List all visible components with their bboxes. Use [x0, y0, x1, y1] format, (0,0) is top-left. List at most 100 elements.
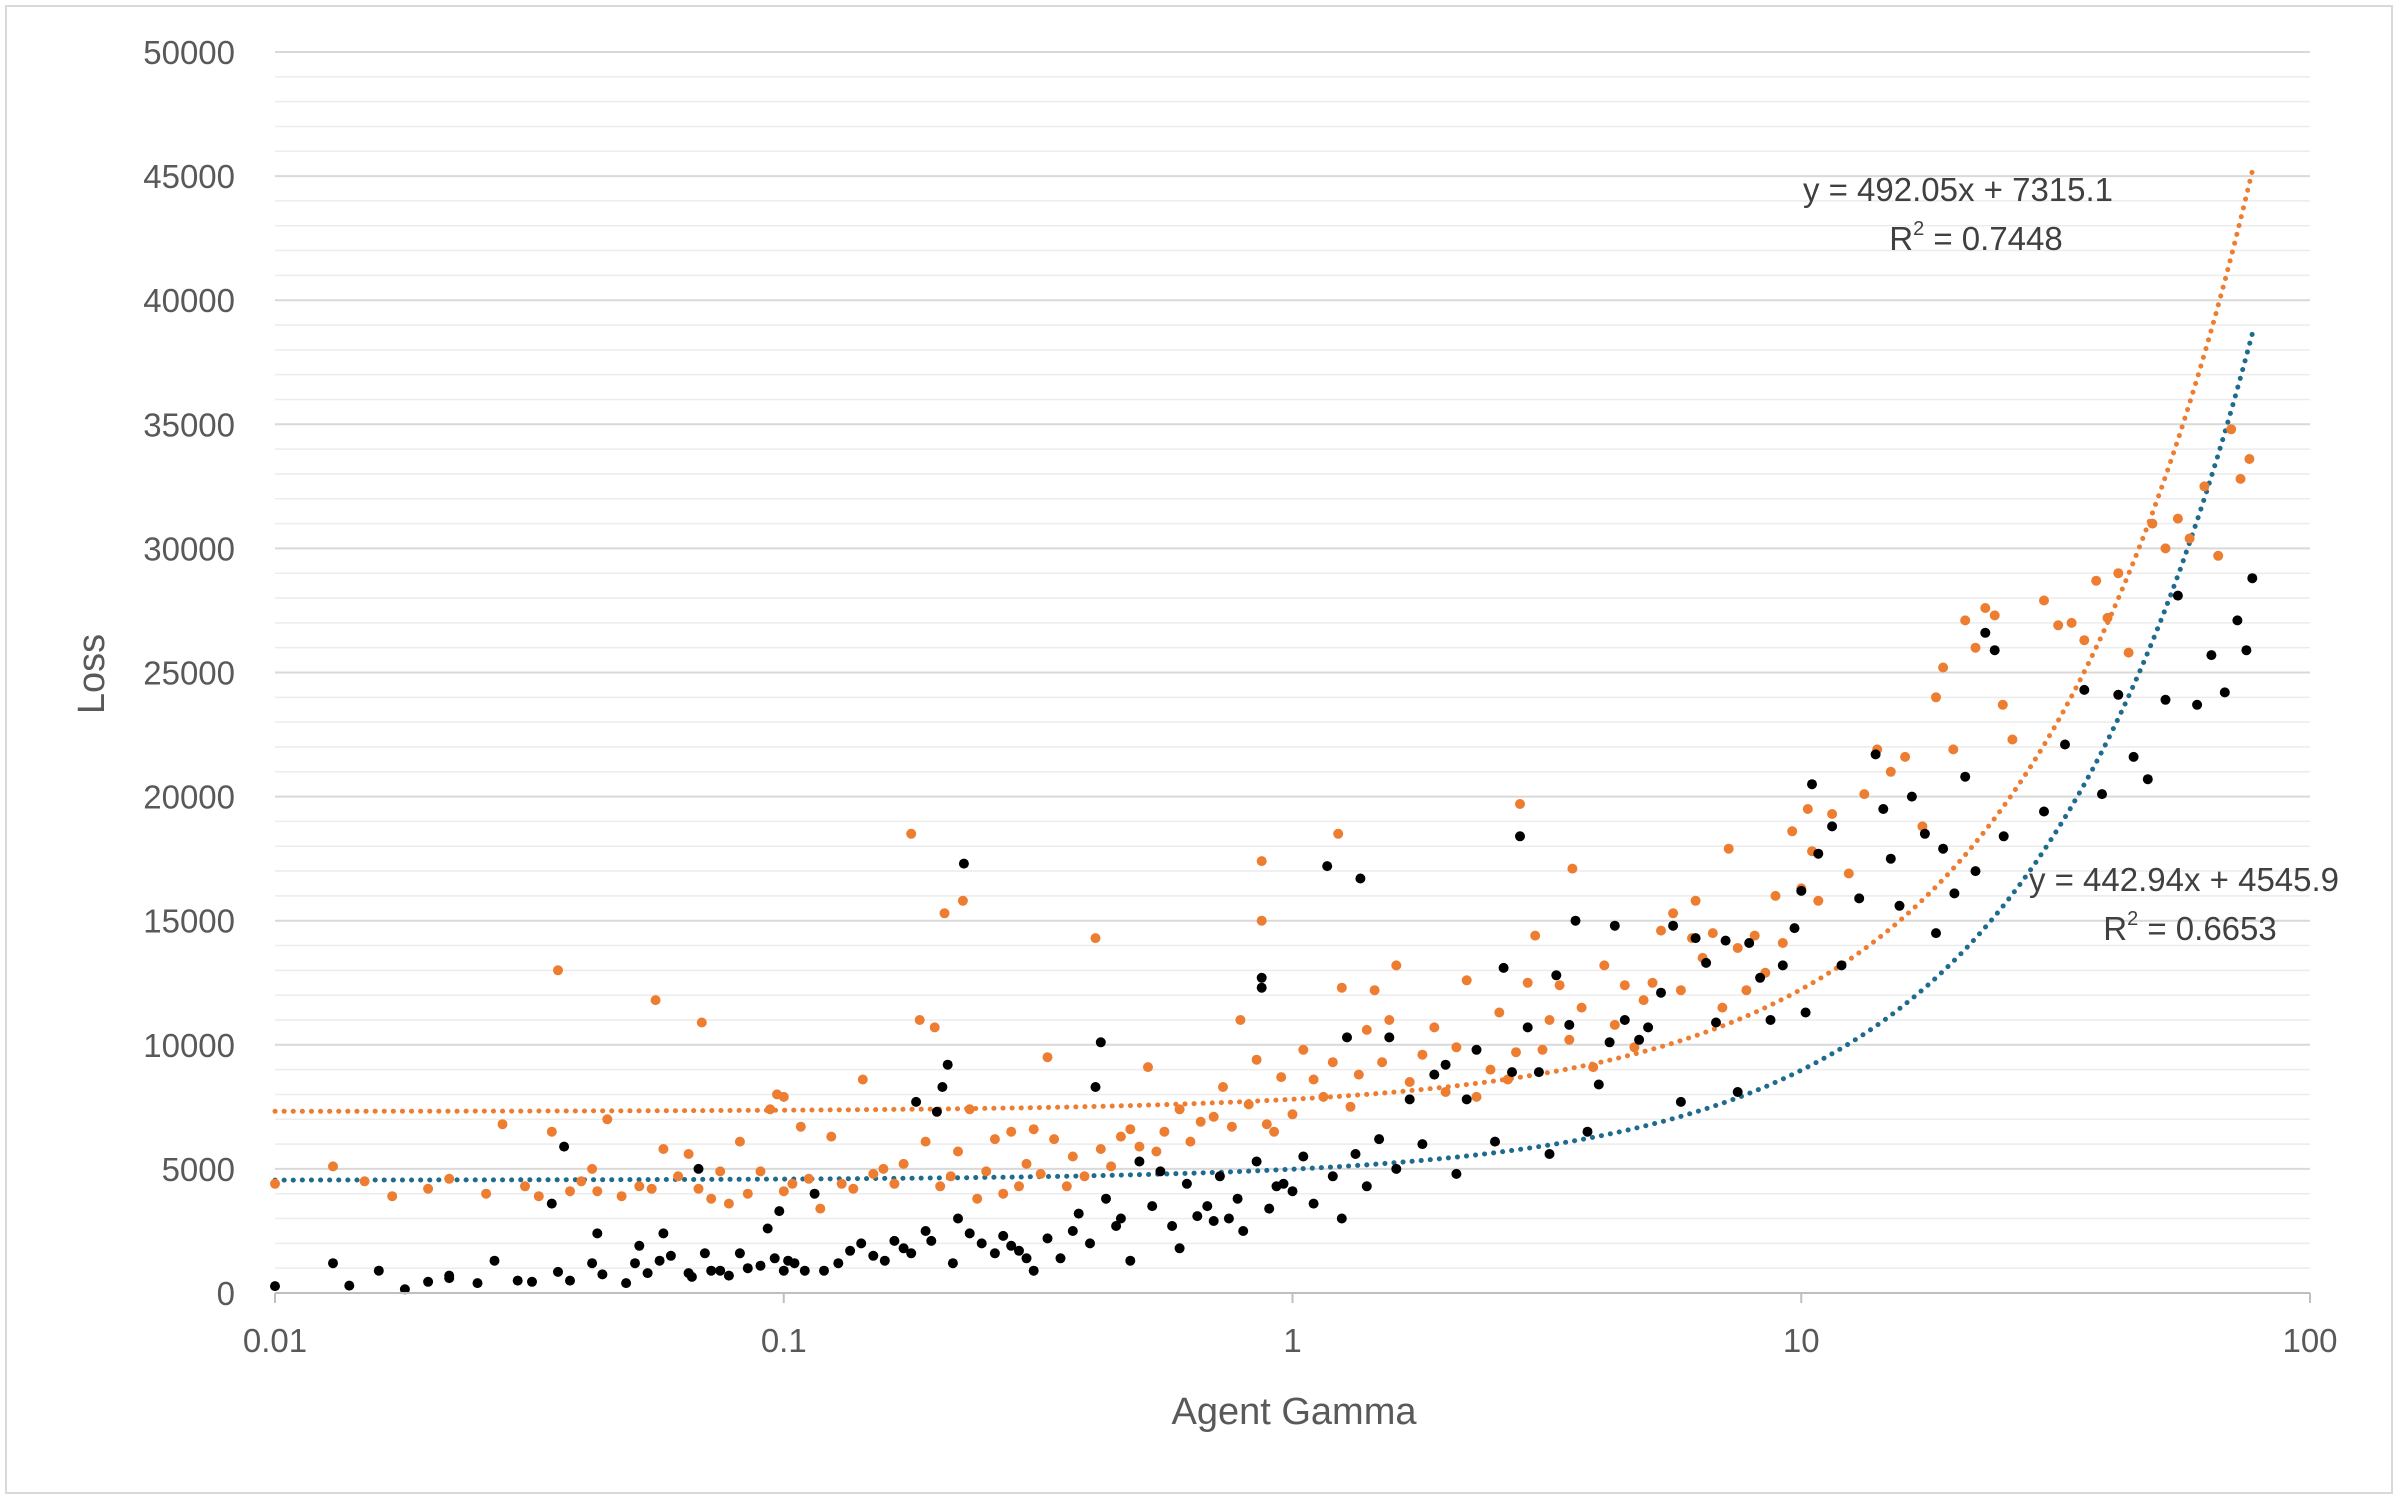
orange-data-point [634, 1181, 645, 1192]
black-data-point [762, 1223, 773, 1234]
orange-data-point [1151, 1146, 1162, 1157]
black-data-point [1919, 828, 1930, 839]
black-data-point [1202, 1201, 1213, 1212]
trendlines [272, 168, 2255, 1183]
black-data-point [1732, 1087, 1743, 1097]
black-data-point [2241, 645, 2252, 656]
black-data-point [1042, 1233, 1053, 1244]
orange-data-point [1931, 692, 1941, 703]
orange-data-point [693, 1183, 704, 1194]
black-data-point [1711, 1017, 1721, 1028]
blue-trend-annotation: y = 442.94x + 4545.9 R2 = 0.6653 [2029, 861, 2339, 947]
black-data-point [1701, 957, 1712, 968]
black-data-point [621, 1278, 632, 1289]
orange-data-point [1079, 1171, 1090, 1182]
black-data-point [2060, 739, 2070, 750]
black-data-point [947, 1258, 958, 1269]
orange-data-point [1417, 1049, 1428, 1060]
black-data-point [2113, 689, 2124, 700]
black-data-point [1515, 831, 1525, 842]
black-data-point [1238, 1226, 1249, 1236]
orange-data-point [1485, 1064, 1496, 1075]
black-data-point [1134, 1156, 1145, 1167]
black-data-point [665, 1250, 676, 1261]
orange-data-point [1599, 960, 1610, 971]
orange-data-point [945, 1171, 956, 1182]
x-tick-label: 10 [1783, 1322, 1820, 1359]
black-data-point [868, 1250, 879, 1261]
orange-data-point [778, 1091, 789, 1102]
axes [274, 1292, 2311, 1303]
black-data-point [658, 1228, 669, 1239]
orange-data-point [1256, 915, 1267, 926]
orange-data-point [1028, 1124, 1039, 1135]
orange-data-point [1308, 1074, 1319, 1085]
black-data-point [373, 1265, 384, 1276]
black-data-point [1789, 923, 1800, 934]
black-data-point [1800, 1007, 1811, 1018]
black-data-point [2172, 590, 2183, 601]
orange-data-point [1749, 930, 1760, 941]
orange-data-point [576, 1176, 587, 1187]
orange-data-point [2235, 473, 2246, 484]
black-data-point [989, 1248, 1000, 1259]
orange-data-point [914, 1015, 925, 1025]
orange-data-point [935, 1181, 946, 1192]
black-data-point [1894, 900, 1905, 911]
orange-data-point [497, 1119, 508, 1130]
orange-data-point [972, 1193, 983, 1204]
black-data-point [1223, 1213, 1234, 1224]
black-data-point [1440, 1059, 1451, 1070]
black-data-point [1355, 873, 1366, 884]
orange-data-point [939, 908, 950, 919]
orange-r2-prefix: R [1889, 220, 1913, 257]
orange-data-point [565, 1186, 575, 1197]
orange-data-point [795, 1121, 806, 1132]
black-data-point [2247, 573, 2258, 584]
orange-data-point [1707, 928, 1718, 939]
black-data-point [742, 1263, 753, 1274]
orange-trend-annotation: y = 492.05x + 7315.1 R2 = 0.7448 [1803, 171, 2113, 257]
black-data-point [1989, 645, 2000, 656]
black-data-point [833, 1258, 844, 1269]
black-data-point [898, 1243, 909, 1254]
black-data-point [1429, 1069, 1440, 1080]
black-data-point [942, 1059, 953, 1070]
orange-data-point [1318, 1091, 1329, 1102]
black-data-point [587, 1258, 598, 1269]
orange-data-point [868, 1168, 879, 1179]
y-tick-label: 10000 [143, 1027, 235, 1064]
orange-data-point [1629, 1042, 1640, 1053]
orange-data-point [742, 1188, 753, 1199]
orange-data-point [2007, 734, 2018, 745]
black-data-point [2206, 650, 2217, 661]
black-data-point [911, 1096, 922, 1107]
orange-data-point [836, 1178, 847, 1189]
black-data-point [634, 1240, 645, 1251]
black-data-point [2232, 615, 2243, 626]
orange-data-point [1989, 610, 2000, 621]
orange-data-point [1218, 1082, 1228, 1092]
orange-data-point [1067, 1151, 1078, 1162]
black-data-point [1115, 1213, 1126, 1224]
y-tick-label: 5000 [162, 1151, 235, 1188]
black-data-point [1111, 1221, 1122, 1231]
black-data-point [1308, 1198, 1319, 1209]
black-data-point [1777, 960, 1788, 971]
black-data-point [1342, 1032, 1352, 1043]
orange-data-point [755, 1166, 766, 1177]
black-data-point [630, 1258, 640, 1269]
black-data-point [958, 858, 969, 869]
black-data-point [1720, 935, 1731, 946]
orange-data-point [957, 895, 968, 906]
y-tick-label: 40000 [143, 282, 235, 319]
orange-data-point [898, 1158, 909, 1169]
orange-data-point [1134, 1141, 1145, 1152]
black-data-point [686, 1271, 697, 1282]
black-data-point [1507, 1067, 1517, 1078]
black-data-point [328, 1258, 338, 1269]
orange-data-point [1787, 826, 1798, 837]
orange-data-point [1035, 1168, 1046, 1179]
black-data-point [1498, 962, 1509, 973]
